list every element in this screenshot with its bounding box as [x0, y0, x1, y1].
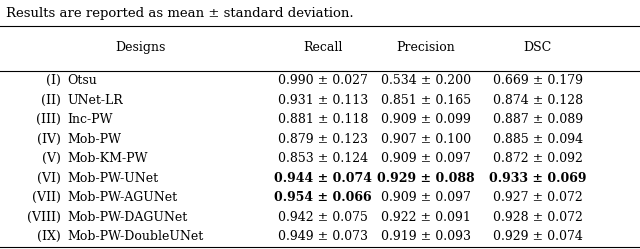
Text: 0.942 ± 0.075: 0.942 ± 0.075	[278, 211, 368, 224]
Text: Results are reported as mean ± standard deviation.: Results are reported as mean ± standard …	[6, 7, 354, 20]
Text: 0.929 ± 0.074: 0.929 ± 0.074	[493, 230, 582, 243]
Text: 0.933 ± 0.069: 0.933 ± 0.069	[489, 172, 586, 185]
Text: Recall: Recall	[303, 41, 343, 54]
Text: 0.990 ± 0.027: 0.990 ± 0.027	[278, 74, 368, 87]
Text: (IV): (IV)	[37, 133, 61, 146]
Text: 0.887 ± 0.089: 0.887 ± 0.089	[493, 113, 582, 126]
Text: 0.851 ± 0.165: 0.851 ± 0.165	[381, 94, 470, 107]
Text: Otsu: Otsu	[67, 74, 97, 87]
Text: 0.907 ± 0.100: 0.907 ± 0.100	[381, 133, 470, 146]
Text: 0.922 ± 0.091: 0.922 ± 0.091	[381, 211, 470, 224]
Text: 0.919 ± 0.093: 0.919 ± 0.093	[381, 230, 470, 243]
Text: (I): (I)	[46, 74, 61, 87]
Text: Precision: Precision	[396, 41, 455, 54]
Text: UNet-LR: UNet-LR	[67, 94, 123, 107]
Text: 0.874 ± 0.128: 0.874 ± 0.128	[493, 94, 582, 107]
Text: 0.881 ± 0.118: 0.881 ± 0.118	[278, 113, 369, 126]
Text: 0.949 ± 0.073: 0.949 ± 0.073	[278, 230, 368, 243]
Text: 0.872 ± 0.092: 0.872 ± 0.092	[493, 152, 582, 165]
Text: Inc-PW: Inc-PW	[67, 113, 113, 126]
Text: 0.534 ± 0.200: 0.534 ± 0.200	[381, 74, 470, 87]
Text: 0.929 ± 0.088: 0.929 ± 0.088	[377, 172, 474, 185]
Text: 0.928 ± 0.072: 0.928 ± 0.072	[493, 211, 582, 224]
Text: Mob-KM-PW: Mob-KM-PW	[67, 152, 148, 165]
Text: Mob-PW-AGUNet: Mob-PW-AGUNet	[67, 191, 177, 204]
Text: 0.669 ± 0.179: 0.669 ± 0.179	[493, 74, 582, 87]
Text: DSC: DSC	[524, 41, 552, 54]
Text: 0.927 ± 0.072: 0.927 ± 0.072	[493, 191, 582, 204]
Text: (IX): (IX)	[37, 230, 61, 243]
Text: (II): (II)	[41, 94, 61, 107]
Text: Mob-PW: Mob-PW	[67, 133, 121, 146]
Text: Mob-PW-UNet: Mob-PW-UNet	[67, 172, 158, 185]
Text: 0.909 ± 0.097: 0.909 ± 0.097	[381, 152, 470, 165]
Text: (V): (V)	[42, 152, 61, 165]
Text: Designs: Designs	[116, 41, 166, 54]
Text: 0.931 ± 0.113: 0.931 ± 0.113	[278, 94, 369, 107]
Text: (VI): (VI)	[37, 172, 61, 185]
Text: Mob-PW-DoubleUNet: Mob-PW-DoubleUNet	[67, 230, 204, 243]
Text: 0.954 ± 0.066: 0.954 ± 0.066	[275, 191, 372, 204]
Text: 0.944 ± 0.074: 0.944 ± 0.074	[274, 172, 372, 185]
Text: 0.909 ± 0.099: 0.909 ± 0.099	[381, 113, 470, 126]
Text: Mob-PW-DAGUNet: Mob-PW-DAGUNet	[67, 211, 188, 224]
Text: (VII): (VII)	[32, 191, 61, 204]
Text: 0.885 ± 0.094: 0.885 ± 0.094	[493, 133, 582, 146]
Text: 0.853 ± 0.124: 0.853 ± 0.124	[278, 152, 368, 165]
Text: (VIII): (VIII)	[27, 211, 61, 224]
Text: (III): (III)	[36, 113, 61, 126]
Text: 0.879 ± 0.123: 0.879 ± 0.123	[278, 133, 368, 146]
Text: 0.909 ± 0.097: 0.909 ± 0.097	[381, 191, 470, 204]
